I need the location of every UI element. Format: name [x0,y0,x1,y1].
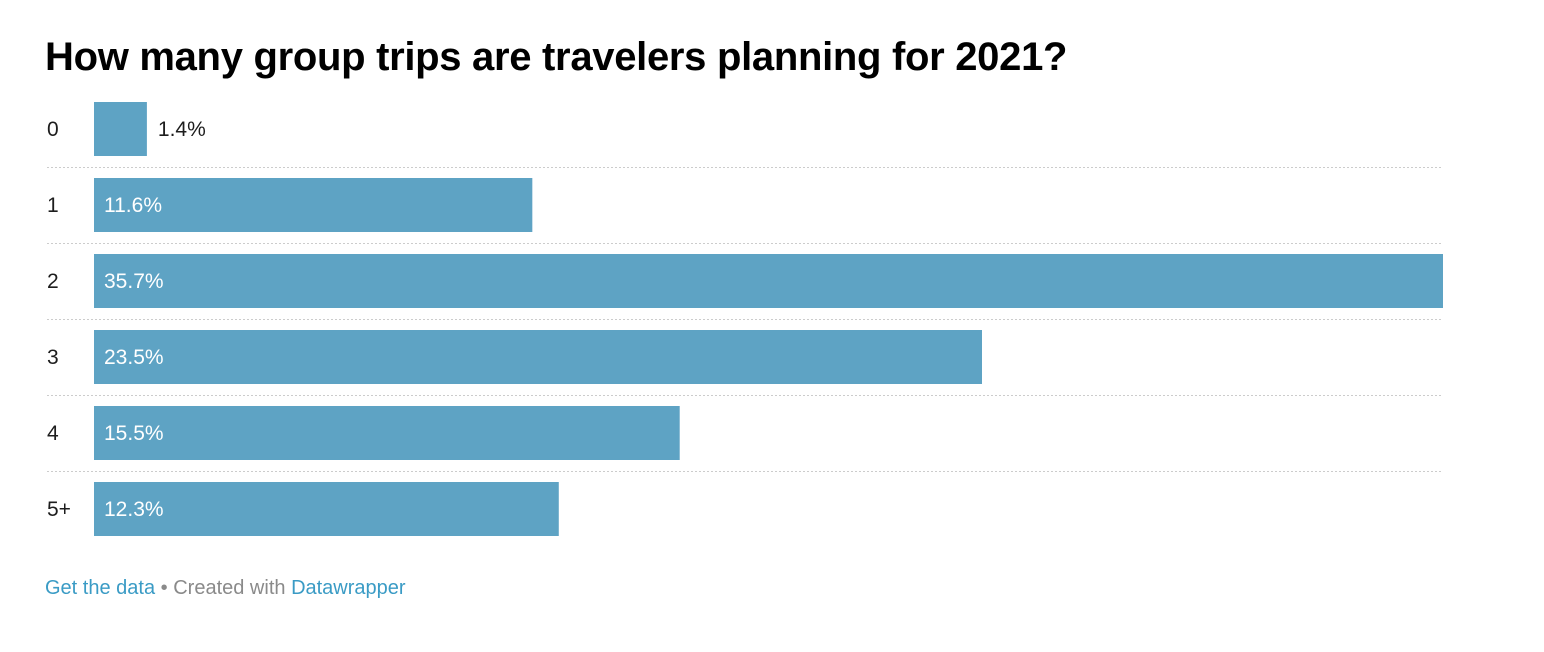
bar [94,254,1443,308]
category-label: 3 [47,346,59,369]
bar [94,330,982,384]
created-with-text: Created with [173,577,286,599]
bar [94,178,533,232]
value-label: 23.5% [104,346,164,369]
category-label: 1 [47,194,59,217]
category-label: 5+ [47,498,71,521]
get-the-data-link[interactable]: Get the data [45,577,156,599]
bar-chart: 0 1.4% 1 11.6% 2 35.7% 3 23.5% 4 15.5% 5+ 12.3% [47,102,1443,536]
chart-footer: Get the data • Created with Datawrapper [45,575,406,601]
footer-separator: • [160,577,168,599]
bar [94,406,680,460]
value-label: 12.3% [104,498,164,521]
chart-title: How many group trips are travelers plann… [45,35,1068,79]
category-label: 4 [47,422,59,445]
bar [94,102,147,156]
category-label: 0 [47,118,59,141]
value-label: 11.6% [104,194,162,217]
value-label: 35.7% [104,270,164,293]
category-label: 2 [47,270,59,293]
bar [94,482,559,536]
value-label: 15.5% [104,422,164,445]
value-label: 1.4% [158,118,206,141]
datawrapper-link[interactable]: Datawrapper [291,577,406,599]
